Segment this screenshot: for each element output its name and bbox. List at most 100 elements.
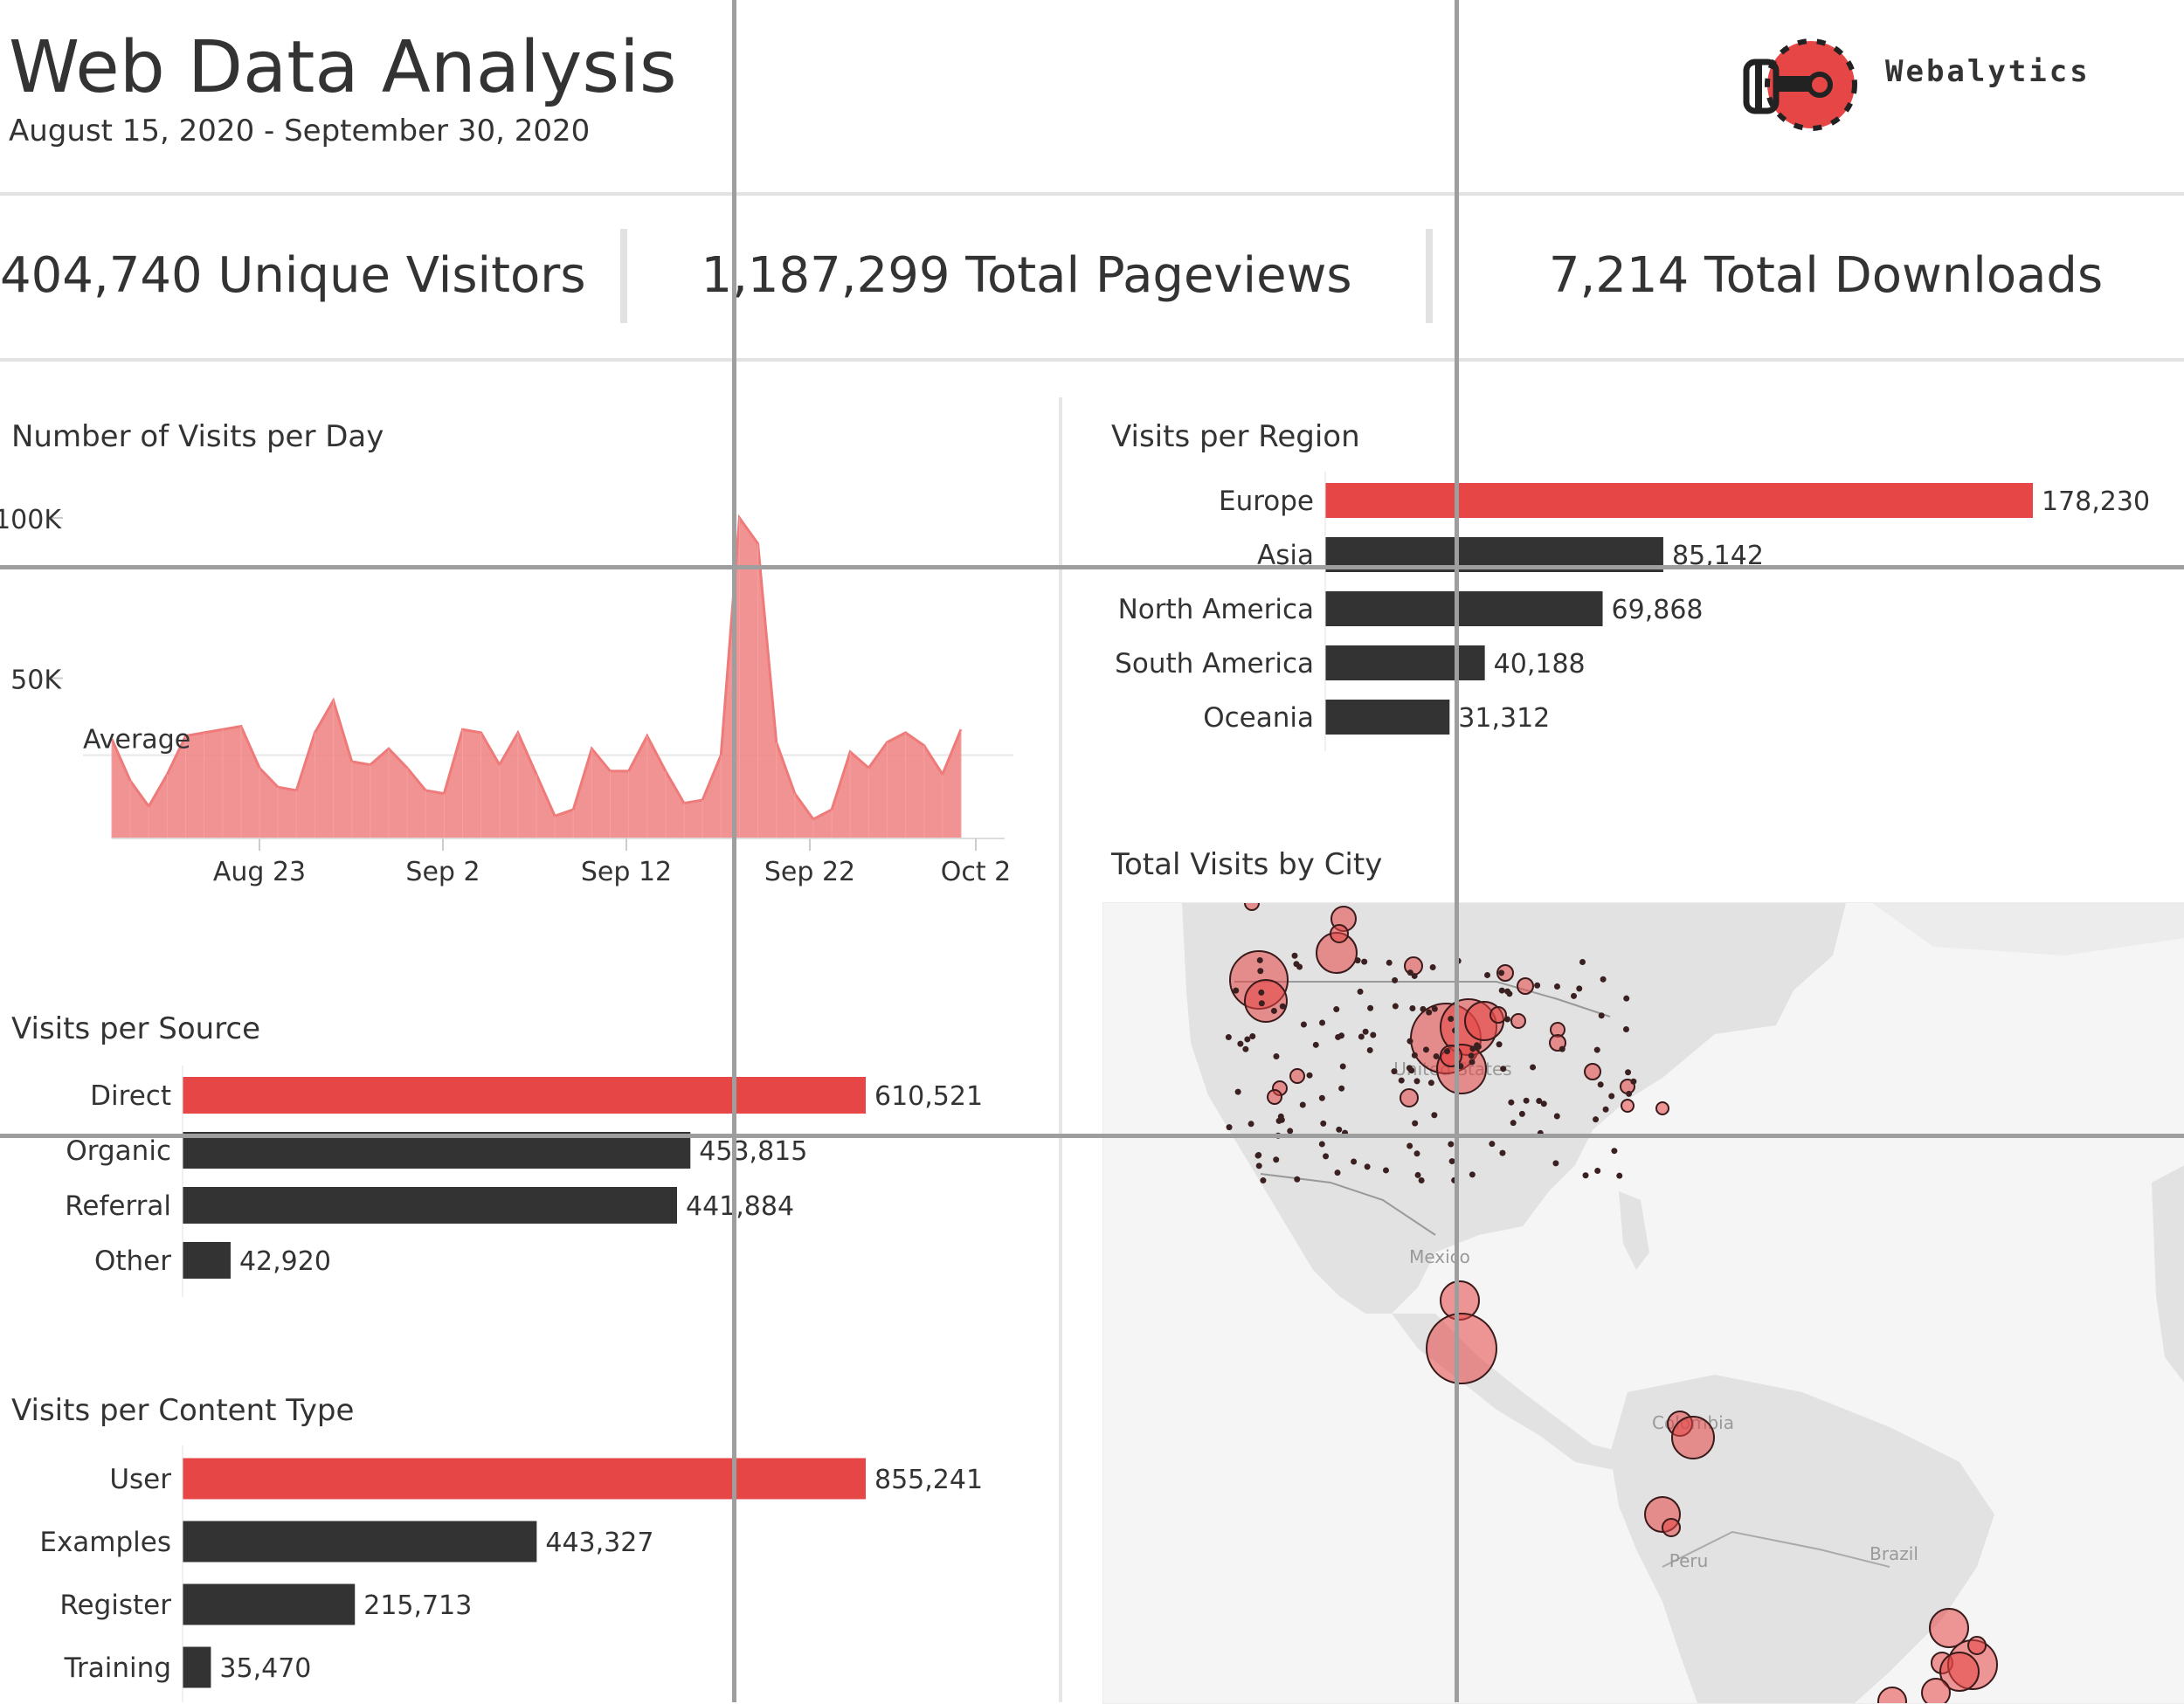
city-marker[interactable] — [1671, 1416, 1715, 1459]
city-dot — [1260, 1177, 1267, 1184]
bar-category-label: Oceania — [1203, 702, 1314, 734]
bar[interactable] — [183, 1458, 866, 1500]
city-dot — [1552, 1160, 1559, 1167]
bar[interactable] — [183, 1646, 211, 1688]
city-dot — [1469, 1045, 1476, 1052]
city-marker[interactable] — [1510, 1013, 1526, 1029]
city-marker[interactable] — [1330, 924, 1349, 943]
city-dot — [1553, 983, 1560, 990]
city-dot — [1498, 987, 1505, 994]
map-svg: United States Mexico Colombia Peru Brazi… — [1182, 903, 2184, 1703]
average-label: Average — [83, 725, 190, 755]
visits-per-source-chart: Direct 610,521 Organic 453,815 Referral 441,8… — [65, 1066, 983, 1297]
kpi-total-pageviews: 1,187,299 Total Pageviews — [701, 247, 1352, 304]
bar-value-label: 178,230 — [2042, 486, 2150, 517]
city-dot — [1294, 1176, 1301, 1183]
bar[interactable] — [183, 1521, 537, 1563]
city-marker[interactable] — [1967, 1636, 1987, 1655]
city-dot — [1540, 1100, 1547, 1107]
city-dot — [1608, 1093, 1615, 1100]
bar[interactable] — [183, 1187, 677, 1224]
bar[interactable] — [183, 1077, 866, 1114]
city-dot — [1358, 1033, 1365, 1040]
city-marker[interactable] — [1426, 1313, 1497, 1384]
city-dot — [1354, 957, 1361, 964]
city-marker[interactable] — [1939, 1652, 1980, 1692]
bar[interactable] — [183, 1132, 691, 1169]
city-dot — [1398, 1077, 1405, 1084]
city-marker[interactable] — [1244, 903, 1260, 911]
date-range: August 15, 2020 - September 30, 2020 — [9, 114, 591, 148]
total-visits-by-city-title: Total Visits by City — [1111, 847, 1383, 882]
city-dot — [1386, 959, 1393, 966]
bar-category-label: South America — [1115, 648, 1314, 680]
map-label-brazil: Brazil — [1870, 1543, 1918, 1564]
city-dot — [1257, 968, 1264, 975]
y-tick-label: 50K — [10, 666, 62, 696]
city-dot — [1258, 989, 1265, 996]
grid-line-horizontal — [0, 565, 2184, 569]
city-dot — [1338, 1085, 1345, 1092]
x-tick-label: Sep 22 — [764, 857, 855, 887]
bar[interactable] — [1325, 483, 2033, 518]
city-dot — [1534, 982, 1541, 989]
bar[interactable] — [1325, 700, 1450, 735]
bar-value-label: 443,327 — [545, 1528, 653, 1558]
bar[interactable] — [1325, 645, 1485, 680]
city-dot — [1579, 959, 1586, 966]
city-dot — [1318, 1094, 1325, 1101]
city-dot — [1406, 1065, 1413, 1072]
city-marker[interactable] — [1877, 1687, 1907, 1703]
bar[interactable] — [183, 1242, 231, 1279]
city-marker[interactable] — [1489, 1006, 1507, 1024]
city-marker[interactable] — [1621, 1099, 1635, 1113]
city-dot — [1270, 1007, 1277, 1014]
city-dot — [1318, 1141, 1325, 1148]
south-america-land — [1610, 1375, 1994, 1703]
bar[interactable] — [183, 1583, 356, 1625]
land-right-edge — [2152, 1165, 2184, 1383]
city-dot — [1258, 1000, 1265, 1007]
city-dot — [1411, 972, 1418, 979]
city-dot — [1279, 1003, 1286, 1010]
city-marker[interactable] — [1662, 1518, 1681, 1537]
city-marker[interactable] — [1655, 1101, 1669, 1115]
city-marker[interactable] — [1244, 979, 1288, 1023]
bar-value-label: 441,884 — [686, 1191, 794, 1222]
bar-category-label: Training — [64, 1652, 171, 1684]
bar-category-label: North America — [1118, 594, 1314, 625]
city-dot — [1233, 987, 1240, 994]
map-label-mexico: Mexico — [1409, 1246, 1470, 1267]
city-marker[interactable] — [1496, 964, 1514, 982]
city-dot — [1598, 1012, 1605, 1019]
city-dot — [1469, 1059, 1476, 1066]
city-dot — [1433, 1052, 1440, 1059]
city-map[interactable]: United States Mexico Colombia Peru Brazi… — [1102, 902, 2184, 1704]
city-dot — [1622, 1025, 1629, 1032]
city-dot — [1300, 1021, 1307, 1028]
city-marker[interactable] — [1267, 1089, 1282, 1105]
grid-line-vertical — [1455, 0, 1459, 1702]
city-dot — [1597, 1081, 1604, 1088]
bar-category-label: Organic — [66, 1135, 171, 1167]
city-marker[interactable] — [1400, 1088, 1419, 1107]
city-dot — [1225, 1034, 1232, 1041]
city-marker[interactable] — [1921, 1678, 1951, 1703]
city-marker[interactable] — [1929, 1608, 1969, 1648]
city-marker[interactable] — [1289, 1068, 1305, 1084]
city-dot — [1593, 1116, 1600, 1123]
city-dot — [1413, 1150, 1420, 1157]
city-marker[interactable] — [1517, 977, 1534, 995]
y-tick-label: 100K — [0, 505, 62, 535]
bar[interactable] — [1325, 591, 1603, 626]
visits-per-day-title: Number of Visits per Day — [11, 419, 384, 454]
city-dot — [1506, 990, 1513, 997]
bar-value-label: 40,188 — [1494, 649, 1586, 680]
bar-category-label: User — [109, 1464, 171, 1495]
florida-land — [1619, 1191, 1649, 1270]
city-dot — [1418, 1177, 1425, 1184]
bar-value-label: 855,241 — [874, 1465, 983, 1495]
city-marker[interactable] — [1584, 1063, 1601, 1080]
city-dot — [1413, 1078, 1420, 1085]
